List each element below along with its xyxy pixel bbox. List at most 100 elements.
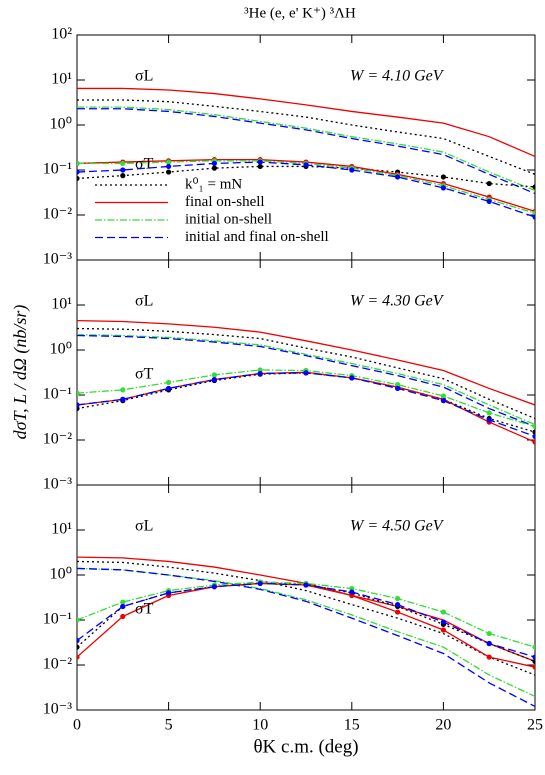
data-point xyxy=(395,595,401,602)
y-tick-label: 10⁻² xyxy=(43,206,72,223)
data-point xyxy=(486,180,492,187)
series-line xyxy=(77,333,535,426)
data-point xyxy=(440,398,446,404)
y-tick-label: 10⁻² xyxy=(43,656,72,673)
data-point xyxy=(349,589,355,595)
x-tick-label: 25 xyxy=(527,717,543,734)
data-point xyxy=(532,210,535,216)
data-point xyxy=(77,169,80,175)
data-point xyxy=(120,599,126,605)
data-point xyxy=(77,390,80,396)
data-point xyxy=(532,664,535,670)
data-point xyxy=(120,160,126,167)
data-point xyxy=(440,174,446,180)
data-point xyxy=(395,385,401,392)
plot-area xyxy=(77,556,535,708)
data-point xyxy=(532,658,535,665)
y-axis-label: dσT, L / dΩ (nb/sr) xyxy=(10,305,31,440)
data-point xyxy=(120,613,126,620)
legend-label: final on-shell xyxy=(185,194,265,210)
data-point xyxy=(532,214,535,220)
x-tick-label: 0 xyxy=(73,717,81,734)
series-line xyxy=(77,108,535,195)
data-point xyxy=(257,580,263,587)
legend-label: initial on-shell xyxy=(185,211,272,227)
data-point xyxy=(349,167,355,173)
sigma-t-label: σT xyxy=(135,156,154,173)
data-point xyxy=(303,582,309,588)
sigma-l-label: σL xyxy=(135,68,153,85)
data-point xyxy=(486,654,492,660)
data-point xyxy=(486,640,492,647)
series-line xyxy=(77,99,535,175)
series-line xyxy=(77,319,535,406)
y-tick-label: 10⁻¹ xyxy=(43,386,72,403)
data-point xyxy=(77,175,80,182)
data-point xyxy=(486,417,492,423)
y-tick-label: 10¹ xyxy=(51,521,72,538)
data-point xyxy=(166,590,172,596)
series-line xyxy=(77,560,535,676)
data-point xyxy=(166,163,172,170)
data-point xyxy=(211,160,217,167)
data-point xyxy=(211,165,217,171)
y-tick-label: 10⁻³ xyxy=(43,701,72,718)
data-point xyxy=(395,601,401,608)
chart-title: ³He (e, e' K⁺) ³ΛH xyxy=(244,5,356,21)
data-point xyxy=(166,159,172,165)
data-point xyxy=(440,619,446,625)
y-tick-label: 10¹ xyxy=(51,71,72,88)
data-point xyxy=(349,375,355,381)
data-point xyxy=(120,396,126,402)
data-point xyxy=(77,654,80,660)
sigma-l-label: σL xyxy=(135,293,153,310)
series-line xyxy=(77,165,535,188)
data-point xyxy=(166,385,172,392)
data-point xyxy=(257,367,263,373)
data-point xyxy=(532,423,535,430)
data-point xyxy=(532,644,535,650)
data-point xyxy=(120,167,126,173)
series-line xyxy=(77,371,535,443)
data-point xyxy=(303,162,309,168)
sigma-t-label: σT xyxy=(135,366,154,383)
data-point xyxy=(532,433,535,440)
data-point xyxy=(257,370,263,377)
x-tick-label: 5 xyxy=(165,717,173,734)
data-point xyxy=(77,637,80,644)
y-tick-label: 10⁻³ xyxy=(43,251,72,268)
data-point xyxy=(120,603,126,610)
data-point xyxy=(440,185,446,191)
y-tick-label: 10⁰ xyxy=(50,566,72,583)
data-point xyxy=(532,184,535,190)
y-tick-label: 10⁻² xyxy=(43,431,72,448)
data-point xyxy=(257,163,263,170)
data-point xyxy=(77,160,80,167)
data-point xyxy=(532,439,535,445)
y-tick-label: 10² xyxy=(51,26,72,43)
y-tick-label: 10⁻¹ xyxy=(43,161,72,178)
data-point xyxy=(166,169,172,175)
w-label: W = 4.10 GeV xyxy=(350,68,445,85)
data-point xyxy=(440,393,446,399)
sigma-l-label: σL xyxy=(135,518,153,535)
plot-area xyxy=(77,87,535,220)
data-point xyxy=(395,382,401,388)
data-point xyxy=(532,429,535,435)
data-point xyxy=(395,174,401,180)
y-tick-label: 10⁰ xyxy=(50,341,72,358)
data-point xyxy=(211,372,217,378)
y-tick-label: 10¹ xyxy=(51,296,72,313)
data-point xyxy=(440,609,446,615)
data-point xyxy=(532,654,535,660)
data-point xyxy=(486,630,492,637)
data-point xyxy=(486,410,492,416)
data-point xyxy=(395,609,401,615)
plot-frame xyxy=(76,484,536,711)
y-tick-label: 10⁻³ xyxy=(43,476,72,493)
plot-area xyxy=(77,319,535,445)
data-point xyxy=(440,627,446,633)
data-point xyxy=(77,402,80,408)
data-point xyxy=(486,198,492,205)
